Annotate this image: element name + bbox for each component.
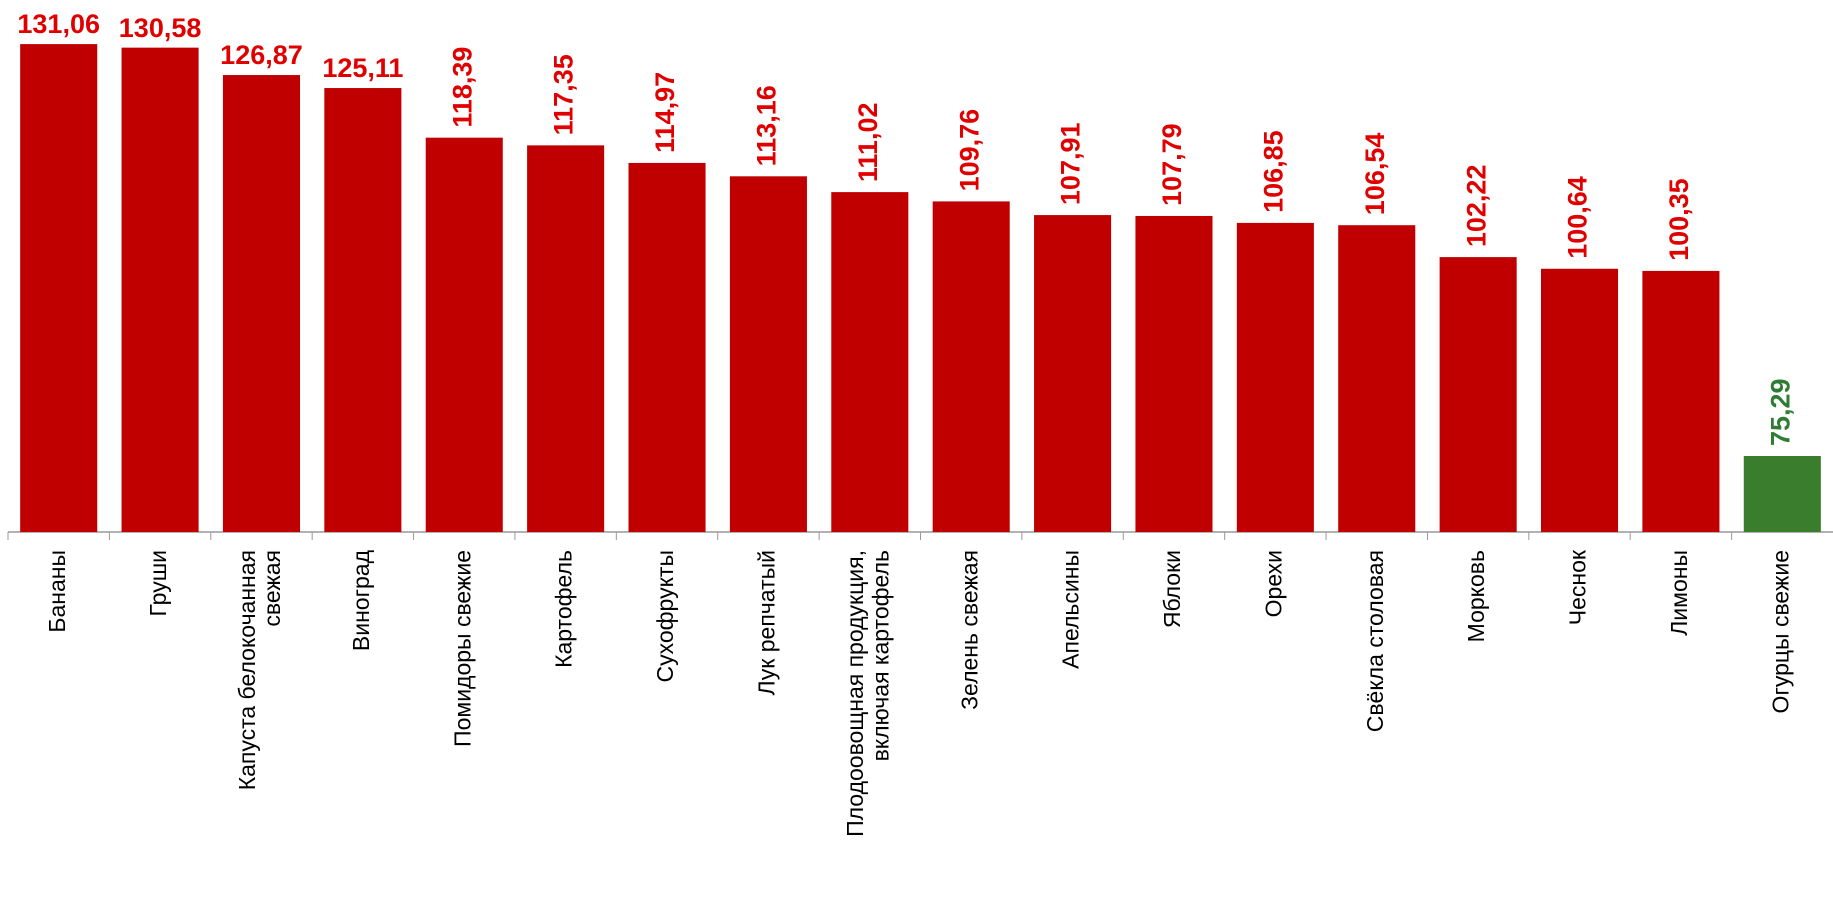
value-label: 100,64: [1563, 176, 1593, 259]
value-label: 113,16: [752, 85, 782, 166]
bar: [121, 47, 199, 532]
bar: [324, 88, 402, 533]
value-label: 109,76: [954, 109, 984, 192]
x-tick-label: Виноград: [348, 549, 374, 651]
x-tick-label: Картофель: [551, 550, 577, 668]
bar: [1236, 222, 1314, 533]
bar: [1541, 268, 1619, 532]
bar: [20, 44, 98, 533]
bar: [932, 201, 1010, 532]
x-tick-label: Чеснок: [1565, 549, 1591, 625]
value-label: 130,58: [119, 13, 202, 43]
x-tick-label: Огурцы свежие: [1767, 550, 1793, 713]
x-tick-label: Орехи: [1260, 550, 1286, 617]
value-label: 114,97: [650, 72, 680, 153]
x-tick-label: Морковь: [1463, 550, 1489, 642]
x-tick-label: Капуста белокочаннаясвежая: [234, 550, 285, 790]
bar: [1135, 215, 1213, 533]
bar: [1743, 456, 1821, 532]
value-label: 102,22: [1461, 165, 1491, 248]
bar: [222, 75, 300, 532]
x-tick-label: Лук репчатый: [753, 550, 779, 696]
x-tick-label: Помидоры свежие: [449, 550, 475, 747]
value-label: 107,79: [1157, 123, 1187, 206]
x-tick-label: Груши: [145, 550, 171, 617]
x-tick-label: Яблоки: [1159, 550, 1185, 628]
x-tick-label: Лимоны: [1666, 550, 1692, 636]
bar: [425, 137, 503, 533]
x-tick-label: Плодоовощная продукция,включая картофель: [842, 550, 893, 837]
value-label: 117,35: [549, 54, 579, 135]
bar: [628, 162, 706, 532]
value-label: 106,85: [1258, 130, 1288, 213]
bar: [1338, 225, 1416, 532]
x-tick-label: Зелень свежая: [956, 550, 982, 710]
value-label: 126,87: [220, 40, 303, 70]
bar: [729, 176, 807, 532]
value-label: 131,06: [17, 9, 100, 39]
value-label: 125,11: [322, 53, 403, 83]
x-tick-label: Свёкла столовая: [1362, 550, 1388, 732]
bar: [1642, 270, 1720, 532]
value-label: 118,39: [447, 47, 477, 128]
x-tick-label: Бананы: [44, 550, 70, 633]
value-label: 107,91: [1056, 122, 1086, 205]
bar: [1034, 215, 1112, 533]
x-tick-label: Апельсины: [1058, 550, 1084, 669]
value-label: 106,54: [1360, 133, 1390, 216]
value-label: 111,02: [853, 103, 883, 183]
bar: [1439, 257, 1517, 532]
bar: [831, 192, 909, 532]
value-label: 100,35: [1664, 178, 1694, 261]
bar: [527, 145, 605, 533]
x-tick-label: Сухофрукты: [652, 550, 678, 683]
value-label: 75,29: [1765, 378, 1795, 446]
